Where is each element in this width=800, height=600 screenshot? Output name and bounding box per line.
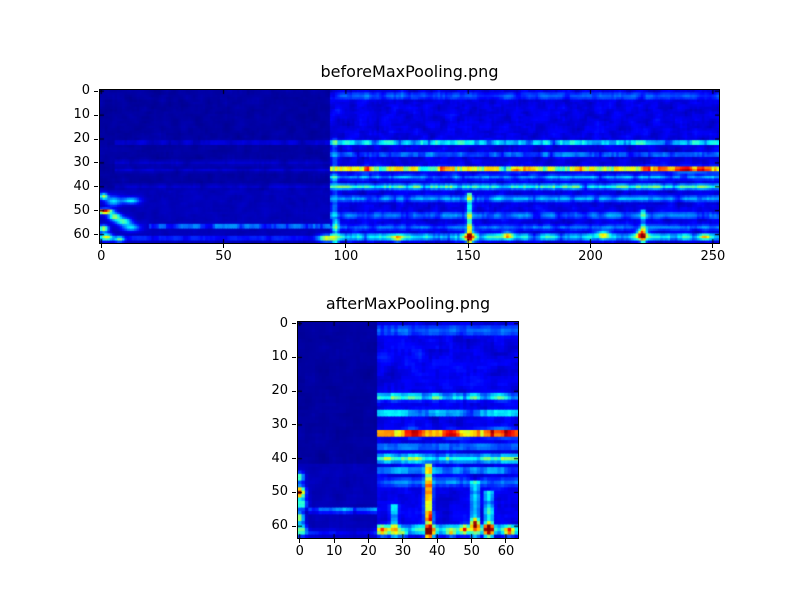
x-tick-label: 0 <box>97 249 106 264</box>
x-tick-mark <box>467 244 469 248</box>
y-tick-mark <box>94 90 98 92</box>
x-tick-mark <box>436 539 438 543</box>
x-tick-label: 30 <box>394 544 412 559</box>
x-tick-mark <box>471 539 473 543</box>
axes-after-maxpooling <box>297 321 519 539</box>
x-tick-mark <box>223 244 225 248</box>
y-tick-mark <box>292 424 296 426</box>
x-tick-mark <box>299 539 301 543</box>
y-tick-label: 30 <box>271 416 288 432</box>
x-tick-label: 200 <box>578 249 603 264</box>
x-tick-label: 10 <box>325 544 343 559</box>
y-tick-mark <box>94 114 98 116</box>
y-tick-label: 60 <box>73 226 90 242</box>
y-tick-label: 60 <box>271 518 288 534</box>
x-tick-mark <box>100 244 102 248</box>
y-tick-label: 40 <box>73 178 90 194</box>
y-tick-label: 0 <box>81 83 90 99</box>
plot-title-before-maxpooling: beforeMaxPooling.png <box>320 62 499 81</box>
x-tick-mark <box>345 244 347 248</box>
y-tick-label: 10 <box>73 107 90 123</box>
x-tick-label: 50 <box>463 544 480 559</box>
y-tick-label: 20 <box>271 383 288 399</box>
y-tick-mark <box>94 162 98 164</box>
x-tick-label: 60 <box>497 544 515 559</box>
y-tick-mark <box>94 234 98 236</box>
x-tick-label: 150 <box>455 249 481 264</box>
y-tick-mark <box>292 525 296 527</box>
heatmap-after-maxpooling <box>298 322 518 538</box>
x-tick-label: 40 <box>428 544 446 559</box>
y-tick-mark <box>94 186 98 188</box>
x-tick-label: 0 <box>295 544 304 559</box>
x-tick-mark <box>505 539 507 543</box>
x-tick-mark <box>333 539 335 543</box>
x-tick-label: 100 <box>333 249 359 264</box>
y-tick-label: 50 <box>73 202 90 218</box>
y-tick-mark <box>292 323 296 325</box>
y-tick-label: 10 <box>271 349 288 365</box>
y-tick-label: 0 <box>279 315 288 331</box>
y-tick-label: 50 <box>271 484 288 500</box>
y-tick-mark <box>292 491 296 493</box>
x-tick-label: 50 <box>215 249 232 264</box>
axes-before-maxpooling <box>99 89 720 244</box>
y-tick-mark <box>292 458 296 460</box>
x-tick-label: 20 <box>360 544 377 559</box>
y-tick-mark <box>94 138 98 140</box>
y-tick-mark <box>292 356 296 358</box>
y-tick-mark <box>292 390 296 392</box>
x-tick-mark <box>712 244 714 248</box>
y-tick-label: 20 <box>73 131 90 146</box>
y-tick-label: 40 <box>271 450 288 466</box>
x-tick-label: 250 <box>700 249 726 264</box>
y-tick-mark <box>94 210 98 212</box>
plot-title-after-maxpooling: afterMaxPooling.png <box>325 294 491 313</box>
x-tick-mark <box>402 539 404 543</box>
y-tick-label: 30 <box>73 154 90 170</box>
x-tick-mark <box>367 539 369 543</box>
x-tick-mark <box>590 244 592 248</box>
heatmap-before-maxpooling <box>100 90 719 243</box>
